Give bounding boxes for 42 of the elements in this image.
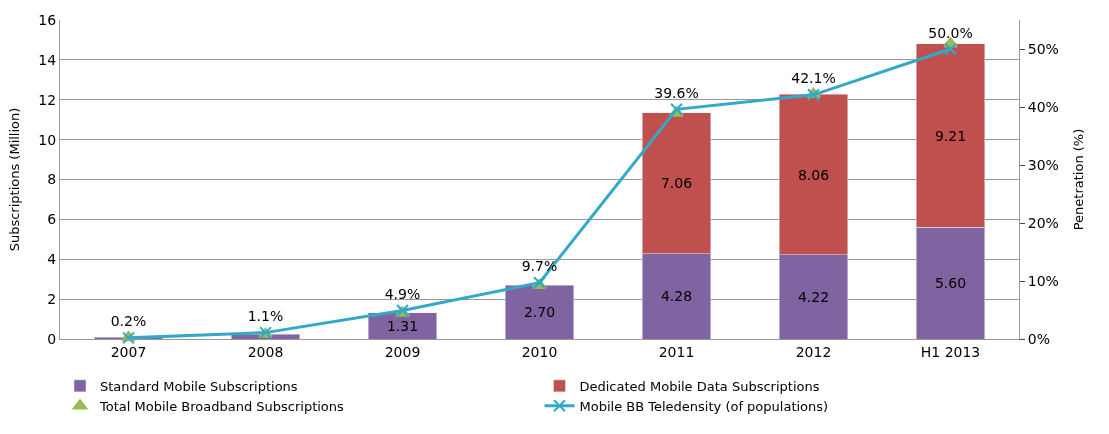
legend-label: Dedicated Mobile Data Subscriptions: [579, 378, 820, 394]
x-tick-label: 2012: [795, 343, 832, 360]
x-tick-label: 2007: [110, 343, 147, 360]
y-tick-label: 16: [38, 11, 57, 28]
y-tick-label: 12: [38, 91, 57, 108]
x-tick-label: H1 2013: [920, 343, 981, 360]
data-label: 39.6%: [654, 84, 699, 101]
data-label: 4.22: [797, 288, 830, 305]
y-tick-label: 2: [47, 291, 57, 308]
x-tick-label: 2008: [247, 343, 284, 360]
data-label: 4.9%: [384, 286, 421, 303]
data-label: 1.31: [386, 317, 419, 334]
legend-label: Mobile BB Teledensity (of populations): [579, 398, 829, 414]
y-tick-label: 4: [47, 251, 57, 268]
data-label: 0.2%: [110, 313, 147, 330]
legend-label: Total Mobile Broadband Subscriptions: [99, 398, 345, 414]
data-label: 1.1%: [247, 308, 284, 325]
y-tick-label: 14: [38, 51, 57, 68]
data-label: 2.70: [523, 304, 556, 321]
y-tick-label: 10: [38, 131, 57, 148]
x-tick-label: 2009: [384, 343, 421, 360]
data-label: 5.60: [934, 275, 967, 292]
x-tick-label: 2010: [521, 343, 558, 360]
data-label: 7.06: [660, 175, 693, 192]
data-label: 8.06: [797, 166, 830, 183]
x-tick-label: 2011: [658, 343, 695, 360]
y-tick-label: 6: [47, 211, 57, 228]
data-label: 4.28: [660, 288, 693, 305]
data-label: 50.0%: [928, 24, 973, 41]
data-label: 42.1%: [791, 70, 836, 87]
y-axis-title: Subscriptions (Million): [7, 107, 23, 252]
y2-axis-title: Penetration (%): [1070, 128, 1086, 231]
data-label: 9.21: [934, 127, 967, 144]
y2-tick-label: 20%: [1027, 214, 1059, 231]
y-tick-label: 8: [47, 171, 57, 188]
y-tick-label: 0: [47, 330, 57, 347]
legend-label: Standard Mobile Subscriptions: [100, 378, 298, 394]
y2-tick-label: 30%: [1027, 156, 1059, 173]
y2-tick-label: 0%: [1027, 330, 1051, 347]
y2-tick-label: 50%: [1027, 40, 1059, 57]
y2-tick-label: 40%: [1027, 98, 1059, 115]
y2-tick-label: 10%: [1027, 272, 1059, 289]
